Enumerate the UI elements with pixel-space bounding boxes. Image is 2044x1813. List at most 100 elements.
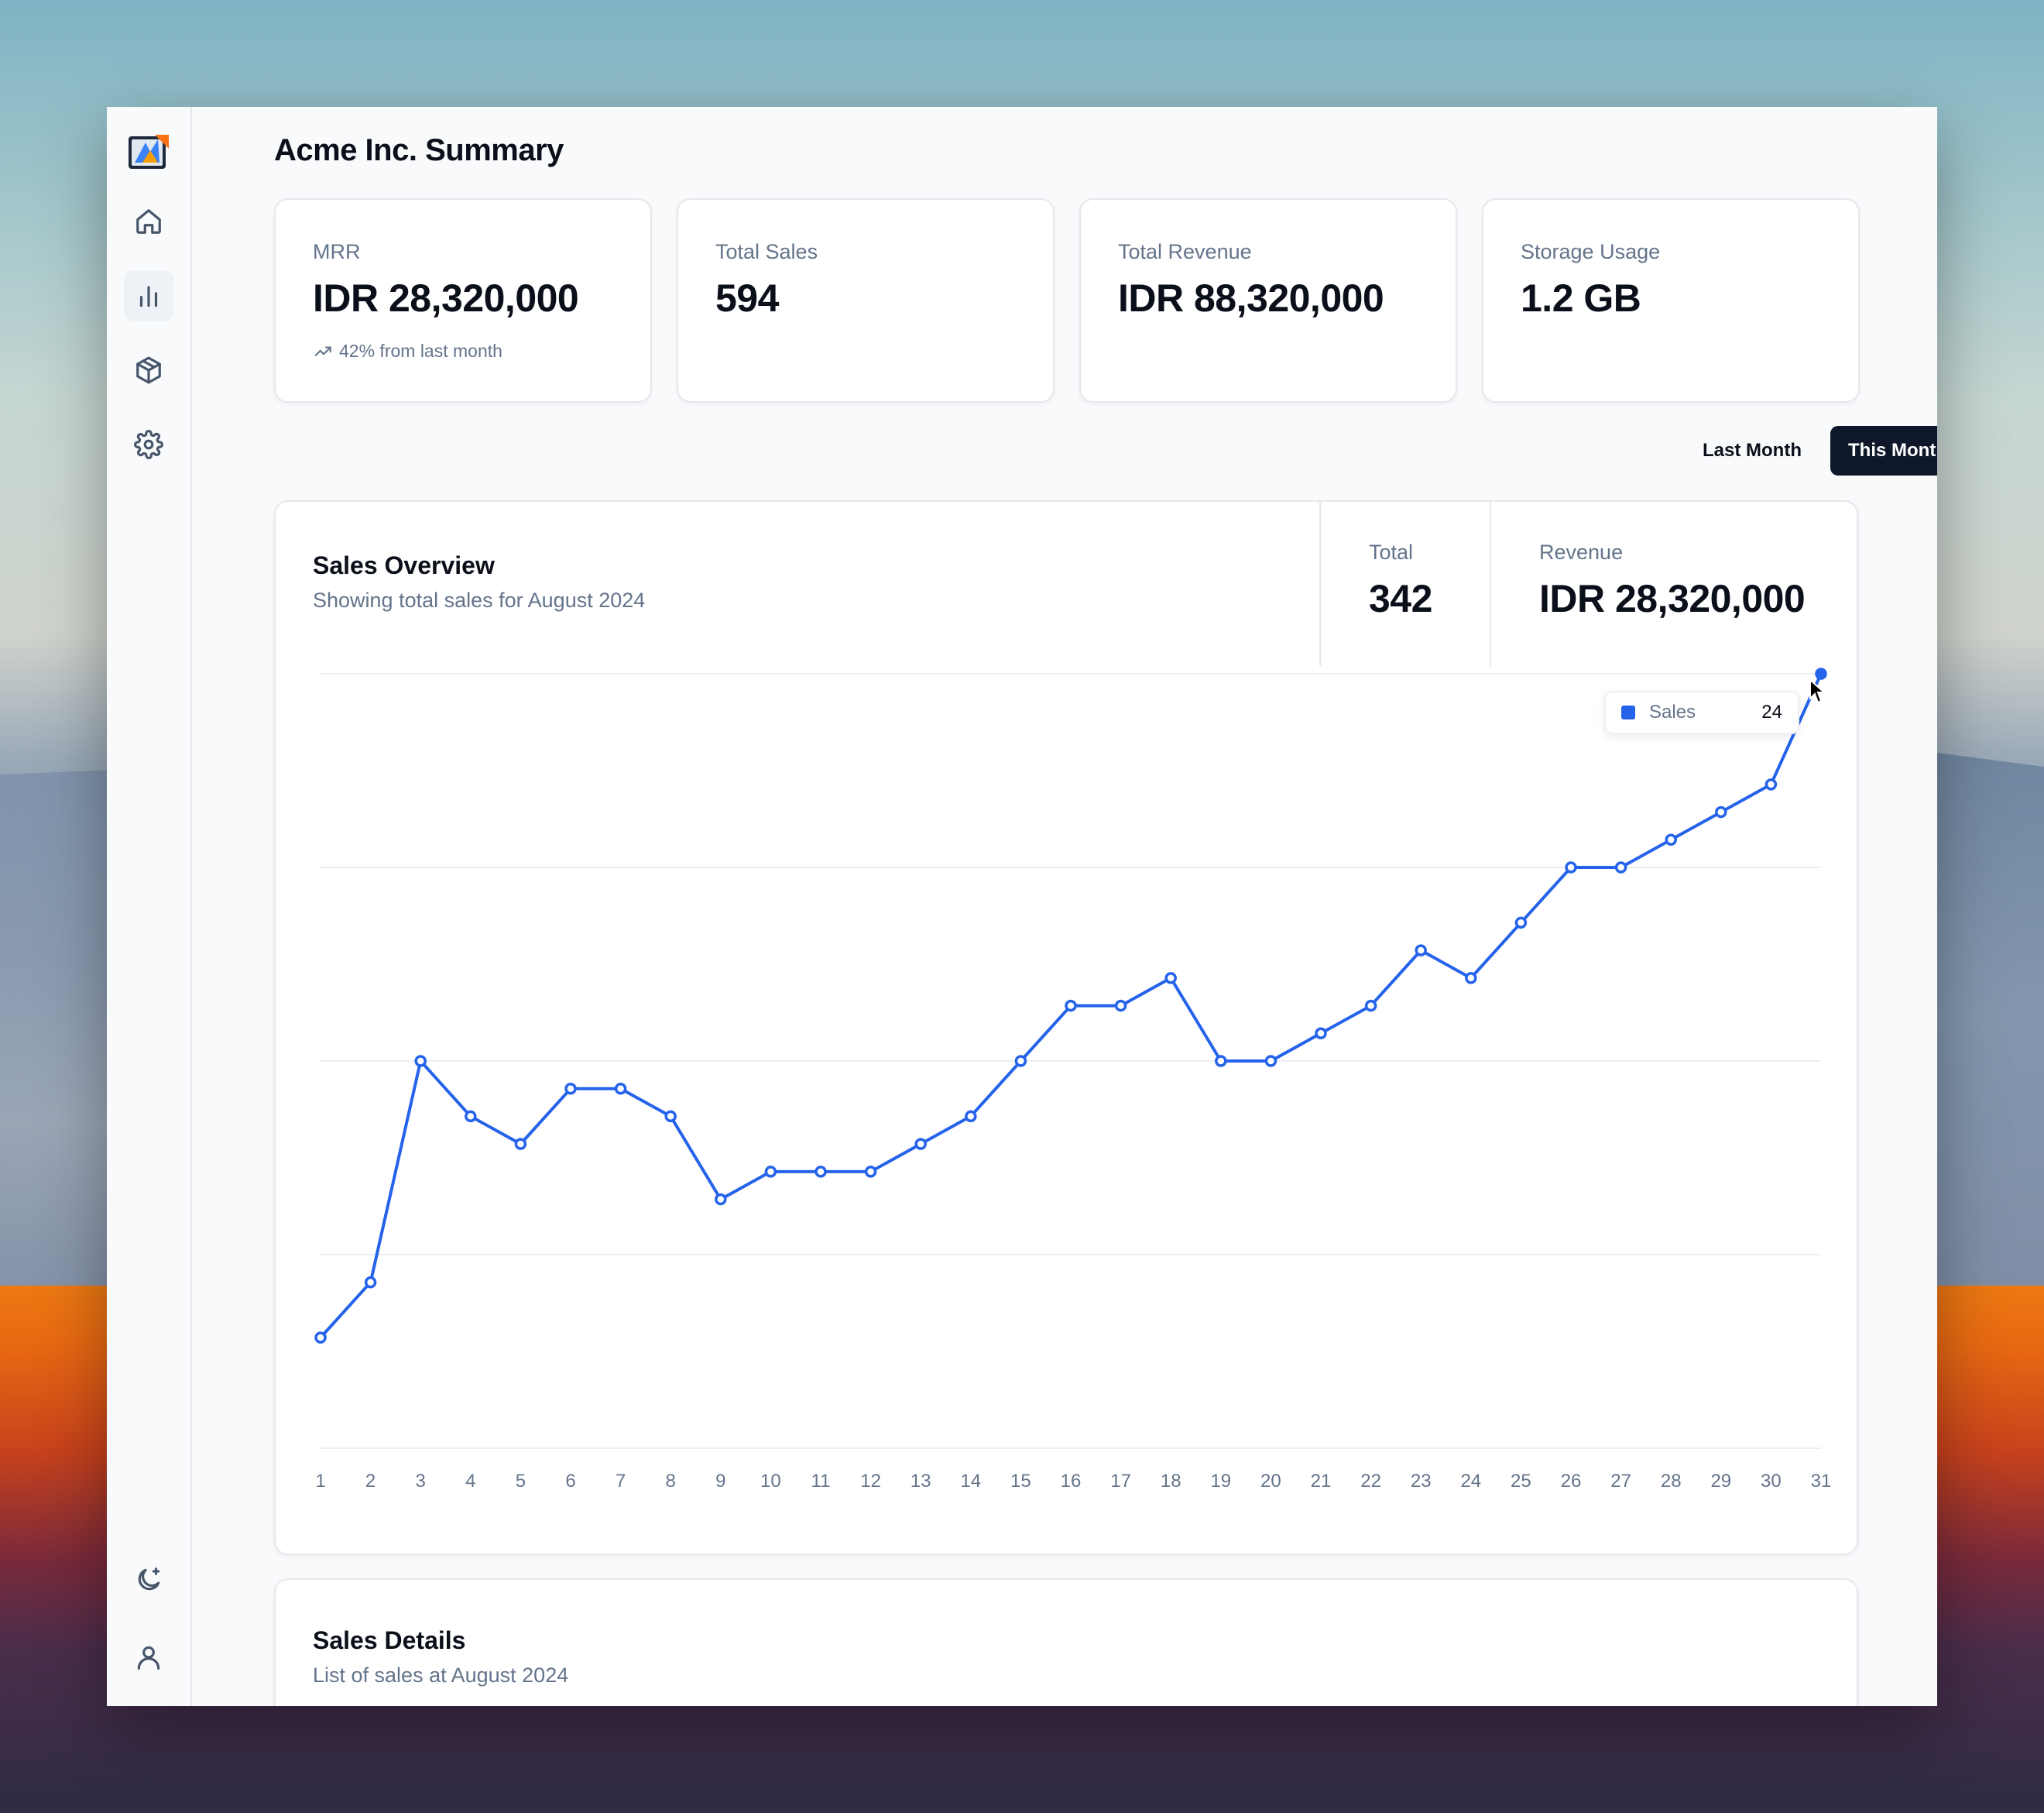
x-tick-label: 1 xyxy=(315,1471,325,1492)
stat-value: IDR 28,320,000 xyxy=(313,276,579,320)
sales-overview-card: 1 2 3 4 5 6 7 8 9 10 11 12 13 14 15 16 17 18 19 20 21 22 23 24 2… xyxy=(274,500,1858,1555)
x-tick-label: 12 xyxy=(860,1471,881,1492)
this-month-button[interactable]: This Month xyxy=(1830,426,1937,476)
data-point[interactable] xyxy=(465,1110,477,1123)
data-point[interactable] xyxy=(364,1276,377,1289)
total-value: 342 xyxy=(1369,577,1432,620)
x-tick-label: 29 xyxy=(1710,1471,1731,1492)
data-point[interactable] xyxy=(314,1331,327,1344)
x-tick-label: 26 xyxy=(1561,1471,1582,1492)
details-title: Sales Details xyxy=(313,1626,466,1654)
data-point[interactable] xyxy=(614,1082,627,1095)
sales-details-card: Sales Details List of sales at August 20… xyxy=(274,1578,1858,1706)
x-tick-label: 22 xyxy=(1360,1471,1381,1492)
data-point[interactable] xyxy=(965,1110,977,1123)
gear-icon xyxy=(134,430,163,459)
trending-up-icon xyxy=(314,346,331,356)
data-point[interactable] xyxy=(1715,805,1727,819)
data-point[interactable] xyxy=(764,1166,777,1178)
stat-label: Storage Usage xyxy=(1521,240,1661,263)
moon-icon xyxy=(138,1567,160,1591)
data-point[interactable] xyxy=(1164,972,1177,984)
data-point[interactable] xyxy=(1764,778,1778,791)
x-tick-label: 9 xyxy=(715,1471,725,1492)
overview-title: Sales Overview xyxy=(313,551,495,579)
revenue-label: Revenue xyxy=(1539,541,1624,564)
x-tick-label: 15 xyxy=(1010,1471,1031,1492)
stat-label: MRR xyxy=(313,240,361,263)
x-tick-label: 2 xyxy=(365,1471,376,1492)
sidebar-item-products[interactable] xyxy=(124,345,173,395)
tooltip-swatch xyxy=(1621,706,1635,719)
stat-card-storage-usage: Storage Usage 1.2 GB xyxy=(1482,198,1860,403)
x-tick-label: 24 xyxy=(1460,1471,1481,1492)
page-title: Acme Inc. Summary xyxy=(274,133,564,167)
revenue-value: IDR 28,320,000 xyxy=(1539,577,1806,620)
bar-chart-icon xyxy=(139,286,158,307)
data-point[interactable] xyxy=(1665,833,1677,846)
details-subtitle: List of sales at August 2024 xyxy=(313,1664,569,1687)
data-point[interactable] xyxy=(1815,668,1827,680)
data-point[interactable] xyxy=(514,1138,527,1150)
x-tick-label: 23 xyxy=(1411,1471,1432,1492)
stat-value: IDR 88,320,000 xyxy=(1118,276,1384,320)
data-point[interactable] xyxy=(1565,861,1577,874)
x-tick-label: 4 xyxy=(465,1471,475,1492)
x-tick-label: 5 xyxy=(516,1471,526,1492)
user-profile-button[interactable] xyxy=(124,1633,173,1682)
sidebar xyxy=(107,107,192,1706)
stat-card-total-revenue: Total Revenue IDR 88,320,000 xyxy=(1079,198,1457,403)
data-point[interactable] xyxy=(664,1110,677,1123)
x-tick-label: 28 xyxy=(1661,1471,1682,1492)
x-tick-label: 8 xyxy=(666,1471,676,1492)
data-point[interactable] xyxy=(1514,916,1528,929)
divider xyxy=(1490,502,1491,666)
sales-line-chart[interactable]: 1 2 3 4 5 6 7 8 9 10 11 12 13 14 15 16 17 18 19 20 21 22 23 24 2… xyxy=(276,502,1860,1557)
stat-card-total-sales: Total Sales 594 xyxy=(677,198,1055,403)
sidebar-item-home[interactable] xyxy=(124,197,173,246)
x-tick-label: 25 xyxy=(1511,1471,1531,1492)
last-month-button[interactable]: Last Month xyxy=(1703,440,1802,461)
data-point[interactable] xyxy=(564,1082,577,1095)
x-tick-label: 17 xyxy=(1110,1471,1131,1492)
data-point[interactable] xyxy=(1614,861,1627,874)
x-tick-label: 3 xyxy=(416,1471,426,1492)
data-point[interactable] xyxy=(1415,944,1427,956)
stat-card-mrr: MRR IDR 28,320,000 42% from last month xyxy=(274,198,652,403)
theme-toggle-button[interactable] xyxy=(124,1555,173,1605)
divider xyxy=(1319,502,1321,666)
data-point[interactable] xyxy=(1215,1055,1227,1067)
x-tick-label: 21 xyxy=(1311,1471,1332,1492)
total-label: Total xyxy=(1369,541,1414,564)
data-point[interactable] xyxy=(914,1138,927,1150)
data-point[interactable] xyxy=(1014,1055,1027,1067)
x-tick-label: 7 xyxy=(616,1471,626,1492)
package-icon xyxy=(136,356,161,384)
stat-value: 594 xyxy=(715,276,779,320)
app-logo[interactable] xyxy=(127,132,170,172)
sidebar-item-settings[interactable] xyxy=(124,420,173,469)
data-point[interactable] xyxy=(1114,999,1127,1012)
data-point[interactable] xyxy=(1264,1055,1278,1067)
overview-subtitle: Showing total sales for August 2024 xyxy=(313,589,646,612)
tooltip-value: 24 xyxy=(1761,702,1782,723)
stat-note: 42% from last month xyxy=(313,341,502,362)
data-point[interactable] xyxy=(815,1166,827,1178)
data-point[interactable] xyxy=(1315,1027,1327,1040)
data-point[interactable] xyxy=(414,1055,427,1067)
x-tick-label: 30 xyxy=(1761,1471,1782,1492)
data-point[interactable] xyxy=(1465,972,1477,984)
stat-label: Total Revenue xyxy=(1118,240,1252,263)
x-tick-label: 13 xyxy=(911,1471,931,1492)
x-tick-label: 18 xyxy=(1161,1471,1181,1492)
stat-value: 1.2 GB xyxy=(1521,276,1641,320)
chart-tooltip: Sales 24 xyxy=(1604,691,1799,734)
x-tick-label: 6 xyxy=(565,1471,575,1492)
data-point[interactable] xyxy=(864,1166,877,1178)
x-tick-label: 27 xyxy=(1610,1471,1631,1492)
data-point[interactable] xyxy=(1364,999,1377,1012)
x-tick-label: 31 xyxy=(1811,1471,1832,1492)
data-point[interactable] xyxy=(715,1193,727,1206)
sidebar-item-analytics[interactable] xyxy=(124,271,173,321)
data-point[interactable] xyxy=(1065,999,1077,1012)
